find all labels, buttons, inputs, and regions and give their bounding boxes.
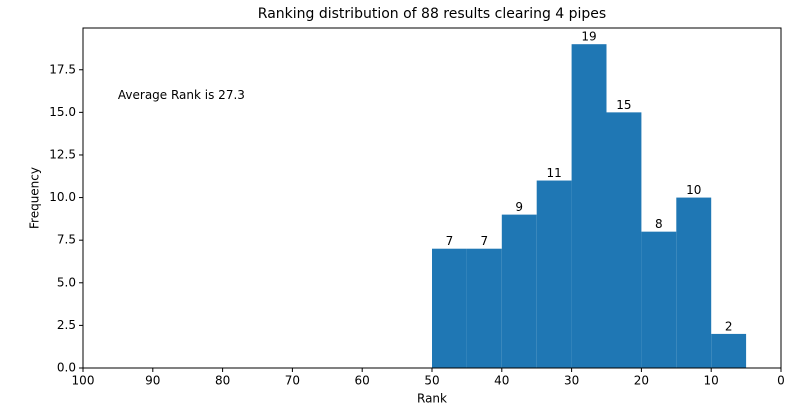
x-tick-label: 90 [145,374,160,388]
bar [676,197,712,368]
bar [641,231,677,368]
data-label: 7 [446,234,454,248]
bar [536,180,572,368]
x-tick-label: 20 [634,374,649,388]
bar [466,248,502,368]
bar [606,112,642,368]
x-tick-label: 50 [424,374,439,388]
x-tick-label: 80 [215,374,230,388]
data-label: 15 [616,98,631,112]
y-tick-label: 10.0 [49,190,76,204]
x-tick-label: 0 [777,374,785,388]
y-tick-label: 5.0 [57,275,76,289]
bar [432,248,467,368]
bar [571,44,607,368]
x-tick-label: 100 [72,374,95,388]
y-tick-label: 2.5 [57,318,76,332]
x-tick-label: 10 [704,374,719,388]
y-tick-label: 12.5 [49,147,76,161]
data-label: 2 [725,319,733,333]
x-axis-label: Rank [417,392,447,406]
x-tick-label: 60 [355,374,370,388]
chart-title: Ranking distribution of 88 results clear… [258,6,606,22]
data-label: 11 [547,166,562,180]
y-tick-label: 15.0 [49,105,76,119]
data-label: 10 [686,183,701,197]
x-tick-label: 30 [564,374,579,388]
data-label: 7 [481,234,489,248]
x-tick-label: 40 [494,374,509,388]
y-tick-label: 17.5 [49,62,76,76]
data-label: 19 [581,30,596,44]
data-label: 8 [655,217,663,231]
data-label: 9 [515,200,523,214]
bar [501,214,537,368]
x-tick-label: 70 [285,374,300,388]
y-axis-label: Frequency [28,167,42,229]
y-tick-label: 0.0 [57,361,76,375]
y-tick-label: 7.5 [57,233,76,247]
annotation: Average Rank is 27.3 [118,88,245,102]
bar [711,333,747,368]
